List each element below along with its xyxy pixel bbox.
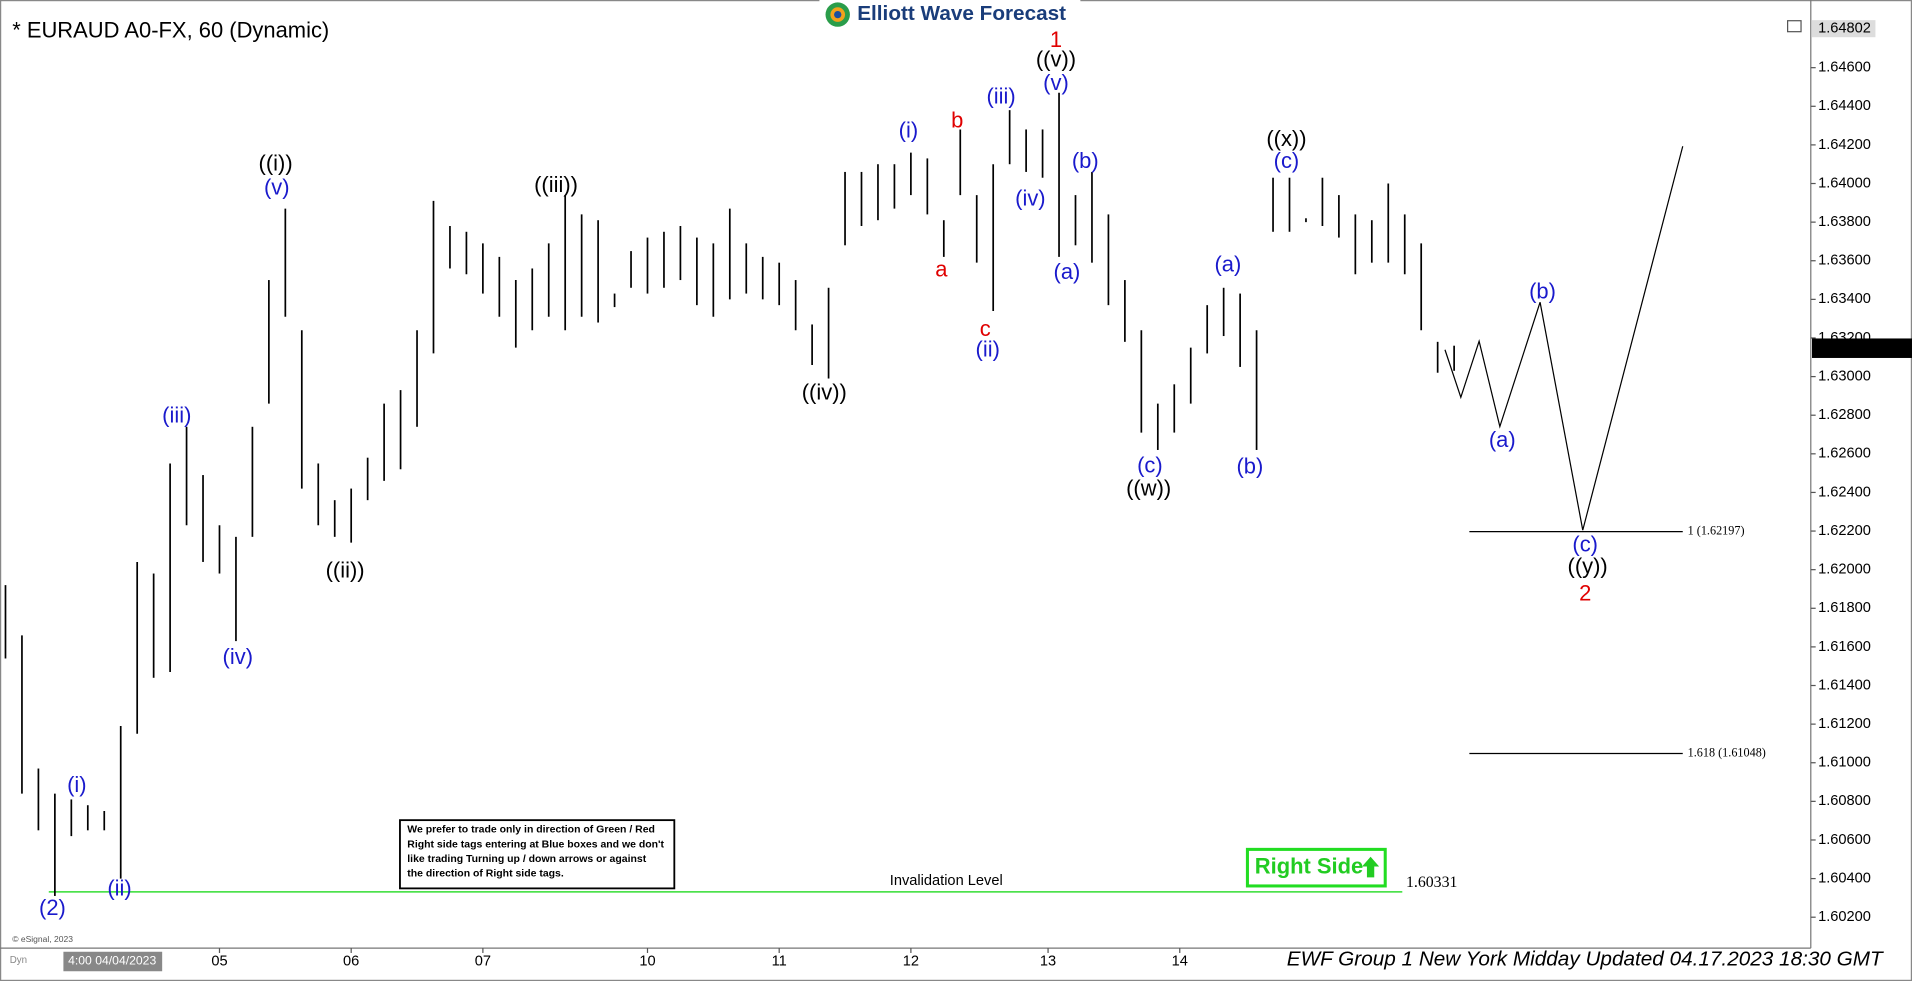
wave-label: ((w)): [1126, 476, 1171, 501]
x-tick-label: 14: [1172, 953, 1188, 969]
wave-label: ((ii)): [326, 557, 365, 582]
last-price-label: 1.63147: [1818, 340, 1871, 356]
y-tick-label: 1.64400: [1818, 98, 1871, 114]
wave-label: ((iv)): [802, 379, 847, 404]
y-tick-label: 1.61000: [1818, 755, 1871, 771]
projection-path: [1444, 146, 1684, 531]
y-tick-label: 1.63400: [1818, 291, 1871, 307]
wave-label: (i): [899, 117, 919, 142]
wave-label: (a): [1489, 427, 1516, 452]
y-tick-label: 1.61400: [1818, 677, 1871, 693]
y-tick-label: 1.62200: [1818, 523, 1871, 539]
y-tick-label: 1.61200: [1818, 716, 1871, 732]
x-tick-label: 12: [903, 953, 919, 969]
wave-label: 1: [1050, 27, 1062, 52]
y-tick-label: 1.62800: [1818, 407, 1871, 423]
range-high-label: 1.64802: [1818, 21, 1871, 37]
right-side-text: Right Side: [1255, 853, 1364, 878]
wave-label: ((y)): [1568, 554, 1608, 579]
y-tick-label: 1.64200: [1818, 137, 1871, 153]
last-price-box: [1812, 338, 1912, 358]
logo-bg: [819, 0, 1081, 30]
y-tick-label: 1.60400: [1818, 870, 1871, 886]
wave-label: (c): [1572, 532, 1598, 557]
wave-label: b: [951, 108, 963, 133]
wave-label: (a): [1054, 259, 1081, 284]
plot-area: [4, 92, 1683, 896]
wave-label: a: [935, 256, 948, 281]
range-high-box: [1812, 20, 1876, 38]
x-tick-label: 06: [343, 953, 359, 969]
y-tick-label: 1.61800: [1818, 600, 1871, 616]
wave-label: (a): [1215, 251, 1242, 276]
note-line: like trading Turning up / down arrows or…: [407, 854, 646, 865]
x-tick-label: 07: [475, 953, 491, 969]
mode-label: Dyn: [10, 955, 27, 966]
footer: EWF Group 1 New York Midday Updated 04.1…: [1287, 948, 1884, 971]
logo-icon-core: [834, 10, 842, 19]
x-tick-label: 13: [1040, 953, 1056, 969]
wave-label: ((v)): [1036, 47, 1076, 72]
note-box: We prefer to trade only in direction of …: [399, 819, 676, 890]
y-tick-label: 1.60200: [1818, 909, 1871, 925]
y-tick-label: 1.64000: [1818, 175, 1871, 191]
wave-label: (v): [1043, 70, 1069, 95]
wave-label: ((x)): [1266, 126, 1306, 151]
x-tick-label: 05: [211, 953, 227, 969]
fib-label: 1 (1.62197): [1688, 523, 1745, 537]
y-tick-label: 1.63800: [1818, 214, 1871, 230]
wave-label: ((i)): [259, 150, 293, 175]
wave-label: (2): [39, 895, 66, 920]
wave-label: (b): [1529, 278, 1556, 303]
x-tick-label: 11: [772, 953, 787, 969]
wave-label: (b): [1072, 148, 1099, 173]
right-side-arrow: [1362, 856, 1380, 878]
copyright: © eSignal, 2023: [12, 934, 73, 944]
invalidation-label: 1.60331: [1406, 874, 1457, 891]
y-tick-label: 1.64600: [1818, 60, 1871, 76]
cursor-box: [63, 951, 163, 972]
wave-label: (ii): [107, 875, 131, 900]
y-tick-label: 1.62400: [1818, 484, 1871, 500]
y-tick-label: 1.62600: [1818, 446, 1871, 462]
wave-label: (v): [264, 175, 290, 200]
cursor-label: 4:00 04/04/2023: [68, 954, 156, 968]
wave-label: c: [980, 316, 991, 341]
note-line: Right side tags entering at Blue boxes a…: [407, 839, 664, 850]
wave-label: (ii): [976, 337, 1000, 362]
chart-title: * EURAUD A0-FX, 60 (Dynamic): [12, 17, 329, 42]
wave-label: (b): [1236, 454, 1263, 479]
wave-label: (c): [1137, 453, 1163, 478]
y-tick-label: 1.63600: [1818, 253, 1871, 269]
logo-text: Elliott Wave Forecast: [857, 2, 1066, 25]
wave-label: (iii): [986, 83, 1015, 108]
fib-label: 1.618 (1.61048): [1688, 745, 1766, 759]
note-line: the direction of Right side tags.: [407, 869, 564, 880]
right-side-tag: Right Side: [1245, 847, 1387, 888]
note-line: We prefer to trade only in direction of …: [407, 825, 655, 836]
wave-label: ((iii)): [534, 172, 578, 197]
x-tick-label: 10: [639, 953, 655, 969]
wave-label: (iv): [1015, 186, 1045, 211]
wave-label: (i): [67, 772, 87, 797]
wave-label: 2: [1579, 580, 1591, 605]
note-frame: [399, 819, 676, 890]
y-tick-label: 1.60800: [1818, 793, 1871, 809]
wave-label: (c): [1274, 148, 1300, 173]
window-icon: [1787, 20, 1802, 33]
logo: Elliott Wave Forecast: [819, 0, 1081, 30]
y-tick-label: 1.60600: [1818, 832, 1871, 848]
y-tick-label: 1.62000: [1818, 562, 1871, 578]
right-side-frame: [1245, 847, 1387, 888]
wave-label: (iv): [223, 644, 253, 669]
wave-label: (iii): [162, 403, 191, 428]
invalidation-title: Invalidation Level: [890, 873, 1003, 889]
y-tick-label: 1.63000: [1818, 368, 1871, 384]
y-tick-label: 1.61600: [1818, 639, 1871, 655]
